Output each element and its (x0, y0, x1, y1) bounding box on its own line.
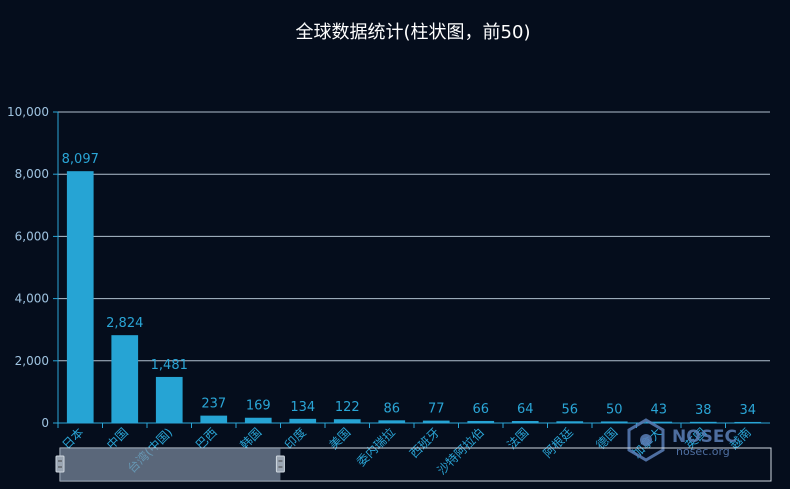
bar-value-label: 56 (561, 402, 578, 417)
bar-value-label: 1,481 (151, 358, 188, 373)
bars (66, 171, 762, 423)
x-tick-label: 西班牙 (407, 425, 442, 460)
y-tick-label: 0 (41, 416, 49, 430)
data-zoom-slider[interactable] (55, 447, 772, 482)
bar[interactable] (111, 335, 139, 423)
grid-lines (58, 111, 770, 362)
bar[interactable] (289, 418, 317, 423)
bar[interactable] (511, 421, 539, 423)
x-tick-label: 沙特阿拉伯 (434, 425, 487, 478)
bar[interactable] (734, 421, 762, 423)
bar-value-label: 50 (606, 402, 623, 417)
bar-value-label: 64 (517, 402, 534, 417)
zoom-handle-right[interactable] (275, 455, 285, 473)
y-tick-label: 4,000 (15, 292, 49, 306)
value-labels: 8,097 2,824 1,481 237 169 134 122 86 77 66 64 56 50 4… (62, 152, 756, 418)
bar[interactable] (66, 171, 94, 423)
y-tick-label: 6,000 (15, 229, 49, 243)
bar[interactable] (155, 376, 183, 423)
zoom-window[interactable] (60, 448, 281, 481)
bar-value-label: 38 (695, 403, 712, 418)
bar-value-label: 122 (335, 400, 360, 415)
bar-value-label: 237 (201, 397, 226, 412)
zoom-handle-left[interactable] (55, 455, 65, 473)
bar-value-label: 77 (428, 402, 445, 417)
bar[interactable] (244, 417, 272, 423)
bar-value-label: 43 (650, 403, 667, 418)
x-tick-label: 阿根廷 (541, 425, 576, 460)
bar[interactable] (645, 421, 673, 423)
y-axis-ticks: 0 2,000 4,000 6,000 8,000 10,000 (7, 105, 58, 430)
watermark-subtext: nosec.org (676, 445, 730, 458)
chart-title: 全球数据统计(柱状图，前50) (296, 22, 531, 43)
bar-value-label: 169 (246, 399, 271, 414)
bar[interactable] (200, 415, 228, 423)
bar[interactable] (467, 420, 495, 423)
bar[interactable] (378, 420, 406, 423)
bar[interactable] (600, 421, 628, 423)
y-tick-label: 10,000 (7, 105, 49, 119)
y-tick-label: 2,000 (15, 354, 49, 368)
bar-value-label: 66 (472, 402, 489, 417)
bar[interactable] (556, 421, 584, 423)
bar-value-label: 86 (383, 401, 400, 416)
y-tick-label: 8,000 (15, 167, 49, 181)
bar-value-label: 34 (739, 403, 756, 418)
bar[interactable] (689, 421, 717, 423)
bar-value-label: 134 (290, 400, 315, 415)
bar[interactable] (333, 419, 361, 423)
bar[interactable] (422, 420, 450, 423)
bar-value-label: 8,097 (62, 152, 99, 167)
bar-value-label: 2,824 (106, 316, 143, 331)
x-tick-label: 委内瑞拉 (353, 425, 398, 470)
hexagon-logo-icon (627, 418, 665, 462)
watermark-text: NOSEC (672, 427, 737, 447)
